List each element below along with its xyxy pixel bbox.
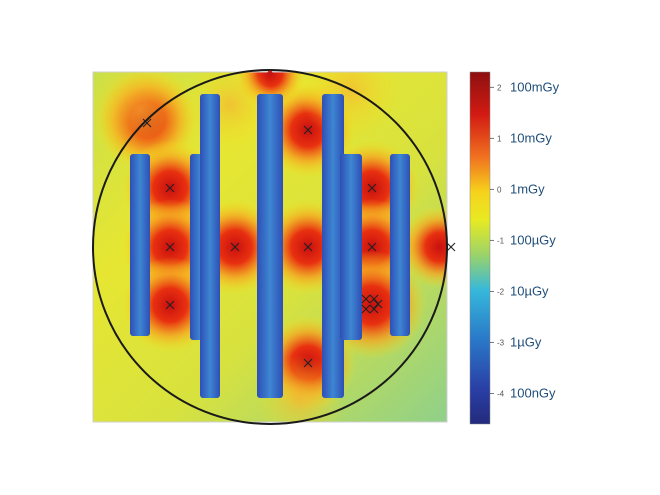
source-marker-9 [367,242,377,252]
hotspot-11 [398,205,447,289]
stripe-2 [200,94,220,398]
source-marker-3 [165,300,175,310]
colorbar-unit-label-0: 100mGy [510,79,560,94]
colorbar-tick-label-3: -1 [497,236,505,245]
colorbar-tick-label-2: 0 [497,185,502,194]
stripe-6 [390,154,410,336]
colorbar-unit-label-6: 100nGy [510,385,556,400]
colorbar-tick-label-1: 1 [497,134,502,143]
edge-marker-right [446,242,456,252]
colorbar-tick-label-4: -2 [497,287,505,296]
colorbar-tick-label-6: -4 [497,389,505,398]
source-marker-12 [361,304,371,314]
colorbar-tick-label-0: 2 [497,83,502,92]
stripe-3 [257,94,283,398]
colorbar-gradient [469,71,491,425]
source-marker-5 [303,125,313,135]
colorbar: 2 100mGy 1 10mGy 0 1mGy -1 100µGy -2 10µGy -3 1µGy -… [469,71,560,425]
source-marker-4 [230,242,240,252]
source-markers [142,118,383,368]
source-marker-8 [367,183,377,193]
colorbar-unit-label-1: 10mGy [510,130,552,145]
colorbar-ticks: 2 100mGy 1 10mGy 0 1mGy -1 100µGy -2 10µGy -3 1µGy -… [490,79,560,400]
shielding-stripes [130,94,410,398]
stripe-0 [130,154,150,336]
edge-markers [267,70,456,252]
source-marker-0 [142,118,152,128]
colorbar-unit-label-2: 1mGy [510,181,545,196]
source-marker-13 [369,304,379,314]
colorbar-unit-label-3: 100µGy [510,232,556,247]
boundary-circle [92,69,448,425]
colorbar-tick-label-5: -3 [497,338,505,347]
warm-zone-0 [93,72,195,165]
stripe-4 [322,94,344,398]
source-marker-1 [165,183,175,193]
colorbar-unit-label-5: 1µGy [510,334,542,349]
colorbar-unit-label-4: 10µGy [510,283,549,298]
stripe-5 [340,154,362,340]
source-marker-10 [361,294,371,304]
source-marker-7 [303,358,313,368]
edge-marker-top [267,70,273,76]
source-marker-11 [369,294,379,304]
source-marker-2 [165,242,175,252]
source-marker-14 [373,299,383,309]
plot-area [93,72,447,422]
source-marker-6 [303,242,313,252]
